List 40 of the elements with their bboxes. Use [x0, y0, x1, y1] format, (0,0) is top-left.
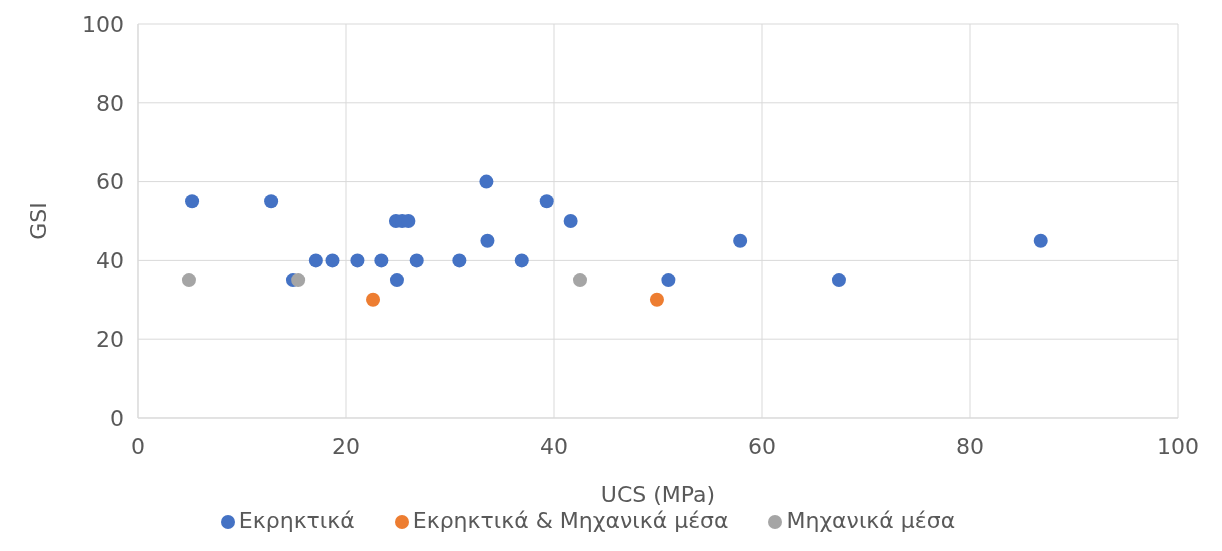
point — [480, 233, 495, 248]
point — [573, 273, 587, 288]
point — [185, 194, 200, 209]
point — [374, 253, 389, 268]
point — [539, 194, 554, 209]
legend-label: Εκρηκτικά & Μηχανικά μέσα — [412, 508, 729, 533]
legend-label: Εκρηκτικά — [238, 508, 355, 533]
point — [291, 273, 306, 288]
x-axis-title: UCS (MPa) — [600, 482, 716, 507]
x-tick-label: 40 — [540, 433, 568, 459]
legend-label: Μηχανικά μέσα — [786, 508, 956, 533]
x-tick-label: 80 — [956, 433, 984, 459]
point — [452, 253, 467, 268]
y-tick-label: 80 — [96, 90, 124, 116]
point — [264, 194, 279, 209]
point — [831, 273, 846, 288]
x-tick-label: 100 — [1157, 433, 1199, 459]
x-tick-label: 20 — [332, 433, 360, 459]
point — [733, 233, 748, 248]
point — [308, 253, 323, 268]
y-tick-label: 0 — [110, 405, 124, 431]
point — [181, 273, 196, 288]
point — [514, 253, 529, 268]
y-tick-label: 40 — [96, 248, 124, 274]
x-tick-label: 60 — [748, 433, 776, 459]
y-tick-label: 100 — [82, 11, 124, 37]
y-axis-title: GSI — [25, 202, 51, 240]
point — [409, 253, 424, 268]
point — [1033, 233, 1048, 248]
point — [325, 253, 340, 268]
point — [649, 292, 664, 307]
point — [479, 174, 494, 189]
y-tick-label: 20 — [96, 327, 124, 353]
y-tick-label: 60 — [96, 169, 124, 195]
point — [389, 273, 404, 288]
x-tick-label: 0 — [131, 433, 145, 459]
point — [661, 273, 676, 288]
point — [350, 253, 365, 268]
point — [366, 292, 381, 307]
point — [563, 214, 578, 228]
